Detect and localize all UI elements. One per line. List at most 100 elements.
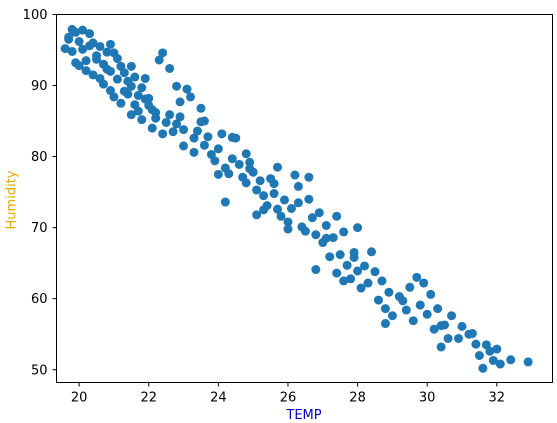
scatter-point xyxy=(471,339,481,349)
scatter-point xyxy=(367,247,376,257)
scatter-point xyxy=(144,93,154,103)
y-tick-label: 90 xyxy=(31,79,48,94)
scatter-point xyxy=(325,252,335,262)
scatter-point xyxy=(252,210,262,220)
scatter-point xyxy=(179,125,189,135)
plot-frame xyxy=(56,14,553,383)
y-tick-label: 80 xyxy=(31,150,48,165)
y-tick-label: 50 xyxy=(31,363,48,378)
scatter-point xyxy=(321,221,331,230)
scatter-point xyxy=(259,205,269,215)
scatter-point xyxy=(203,132,213,142)
scatter-point xyxy=(412,272,422,282)
scatter-point xyxy=(290,170,300,180)
x-tick-label: 26 xyxy=(280,391,297,406)
scatter-point xyxy=(467,328,477,338)
scatter-point xyxy=(199,116,209,126)
scatter-point xyxy=(78,44,88,54)
scatter-point xyxy=(126,61,136,71)
scatter-point xyxy=(109,92,119,102)
scatter-point xyxy=(373,295,383,305)
scatter-point xyxy=(234,159,244,169)
scatter-point xyxy=(224,169,234,179)
scatter-point xyxy=(196,103,206,113)
points-layer xyxy=(60,24,533,373)
scatter-point xyxy=(380,319,390,329)
scatter-point xyxy=(356,283,366,293)
scatter-point xyxy=(370,267,380,277)
scatter-point xyxy=(401,305,411,315)
scatter-point xyxy=(172,119,182,129)
scatter-point xyxy=(360,261,370,271)
scatter-point xyxy=(488,355,498,365)
scatter-point xyxy=(189,133,199,143)
scatter-point xyxy=(137,83,147,93)
scatter-point xyxy=(213,144,223,154)
scatter-point xyxy=(81,66,91,76)
x-axis: 20 22 24 26 28 30 32 xyxy=(71,382,505,406)
scatter-point xyxy=(182,84,192,94)
scatter-point xyxy=(165,63,175,73)
scatter-point xyxy=(335,250,345,260)
scatter-point xyxy=(88,70,98,80)
scatter-point xyxy=(161,117,171,127)
scatter-point xyxy=(140,73,150,83)
x-tick-label: 30 xyxy=(419,391,436,406)
scatter-point xyxy=(384,287,394,297)
scatter-point xyxy=(269,179,279,189)
scatter-point xyxy=(286,203,296,213)
scatter-point xyxy=(398,296,408,306)
scatter-point xyxy=(64,32,74,42)
scatter-point xyxy=(245,164,255,174)
scatter-point xyxy=(311,265,321,275)
scatter-point xyxy=(433,304,443,314)
scatter-point xyxy=(105,66,115,76)
scatter-point xyxy=(67,24,77,34)
scatter-point xyxy=(74,37,84,46)
scatter-point xyxy=(478,363,488,373)
scatter-point xyxy=(213,169,223,179)
scatter-point xyxy=(165,110,175,120)
scatter-point xyxy=(78,25,88,35)
scatter-point xyxy=(154,55,164,65)
scatter-point xyxy=(119,86,129,96)
scatter-point xyxy=(436,342,446,352)
scatter-point xyxy=(349,247,359,257)
scatter-point xyxy=(227,132,237,142)
scatter-point xyxy=(102,47,112,57)
x-tick-label: 24 xyxy=(210,391,227,406)
scatter-point xyxy=(126,110,136,120)
scatter-point xyxy=(255,176,265,186)
scatter-point xyxy=(485,346,495,356)
scatter-point xyxy=(137,115,147,125)
y-tick-label: 70 xyxy=(31,221,48,236)
scatter-point xyxy=(443,333,453,343)
scatter-point xyxy=(241,149,251,159)
scatter-point xyxy=(377,276,387,286)
scatter-point xyxy=(304,194,314,204)
scatter-point xyxy=(429,324,439,334)
scatter-point xyxy=(189,147,199,157)
scatter-point xyxy=(259,191,269,201)
scatter-point xyxy=(60,44,70,54)
scatter-point xyxy=(179,141,189,151)
scatter-point xyxy=(192,126,202,136)
scatter-point xyxy=(293,181,303,191)
scatter-point xyxy=(175,97,185,107)
x-axis-title: TEMP xyxy=(285,408,321,423)
scatter-point xyxy=(332,211,342,221)
x-tick-label: 20 xyxy=(71,391,88,406)
scatter-point xyxy=(67,46,77,56)
scatter-point xyxy=(293,198,303,208)
scatter-point xyxy=(158,48,168,58)
scatter-point xyxy=(447,311,457,321)
y-axis-title: Humidity xyxy=(5,170,20,229)
scatter-point xyxy=(457,321,467,331)
scatter-point xyxy=(346,274,356,284)
scatter-point xyxy=(74,61,84,71)
scatter-point xyxy=(217,129,227,139)
scatter-point xyxy=(130,72,140,82)
scatter-point xyxy=(116,98,126,108)
scatter-point xyxy=(210,156,220,166)
scatter-point xyxy=(168,127,178,137)
